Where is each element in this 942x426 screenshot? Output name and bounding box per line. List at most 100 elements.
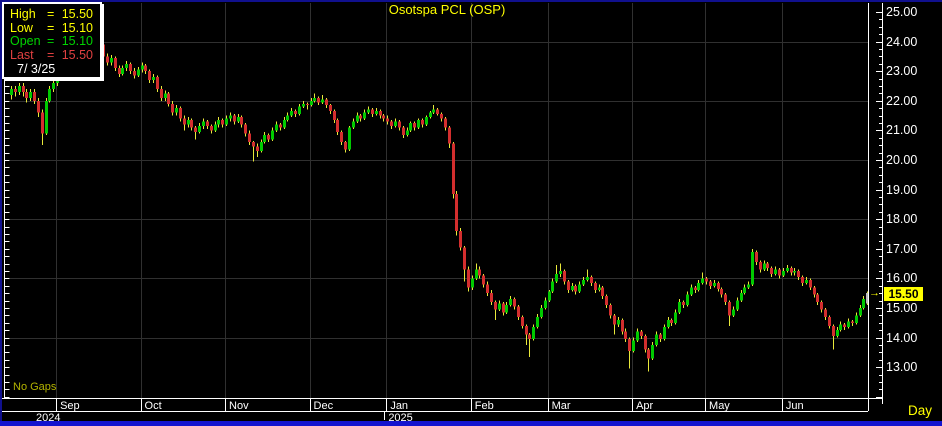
candle-body — [793, 271, 796, 273]
candle-body — [275, 124, 278, 131]
candle-body — [617, 319, 620, 325]
month-label: May — [709, 400, 730, 412]
candle-body — [647, 349, 650, 359]
candle-body — [367, 109, 370, 113]
candle-body — [306, 103, 309, 106]
candlestick-series — [10, 28, 869, 372]
candle-body — [459, 231, 462, 248]
month-label: Feb — [474, 400, 494, 412]
candle-body — [628, 339, 631, 351]
candle-body — [206, 121, 209, 126]
candle-body — [429, 112, 432, 118]
candle-body — [214, 124, 217, 131]
candle-body — [640, 331, 643, 337]
candle-body — [406, 130, 409, 135]
info-row-label: Low — [10, 20, 33, 35]
candle-body — [45, 100, 48, 134]
candle-body — [340, 131, 343, 143]
candle-body — [544, 300, 547, 308]
candle-body — [260, 142, 263, 152]
candle-body — [375, 111, 378, 115]
candle-body — [10, 88, 13, 95]
candle-body — [694, 287, 697, 291]
candle-body — [348, 127, 351, 150]
candle-body — [363, 112, 366, 119]
candle-body — [48, 88, 51, 101]
candle-body — [598, 287, 601, 291]
candle-body — [674, 312, 677, 323]
candle-body — [747, 284, 750, 288]
candle-body — [33, 91, 36, 101]
candle-body — [402, 127, 405, 135]
candle-body — [413, 123, 416, 128]
candle-body — [202, 121, 205, 126]
candle-body — [175, 108, 178, 113]
candle-body — [559, 271, 562, 274]
info-row-value: 15.10 — [61, 34, 93, 48]
candle-body — [198, 125, 201, 132]
candle-body — [563, 271, 566, 282]
candle-body — [263, 134, 266, 143]
candle-body — [709, 281, 712, 286]
candle-body — [736, 300, 739, 310]
candle-body — [229, 115, 232, 119]
month-label: Oct — [144, 400, 162, 412]
equals-sign: = — [47, 7, 55, 21]
candle-body — [813, 287, 816, 295]
candle-body — [586, 276, 589, 280]
candle-body — [766, 263, 769, 269]
candle-body — [244, 124, 247, 134]
price-axis-label: 21.00 — [886, 123, 918, 138]
candle-body — [705, 278, 708, 282]
candle-body — [509, 299, 512, 306]
candle-body — [283, 120, 286, 128]
candle-body — [632, 340, 635, 351]
candle-body — [240, 117, 243, 125]
candle-body — [790, 268, 793, 273]
candle-body — [578, 284, 581, 292]
candle-body — [517, 306, 520, 317]
candle-body — [37, 100, 40, 113]
candle-body — [521, 316, 524, 326]
candle-body — [106, 56, 109, 63]
no-gaps-label: No Gaps — [13, 381, 57, 393]
candle-body — [448, 127, 451, 144]
candle-body — [41, 112, 44, 134]
candle-body — [444, 118, 447, 128]
candle-body — [651, 345, 654, 359]
candle-body — [148, 71, 151, 81]
candle-body — [862, 299, 865, 308]
info-row-open: Open = 15.10 — [10, 34, 95, 49]
candle-body — [417, 120, 420, 128]
candle-body — [828, 316, 831, 326]
candle-body — [667, 319, 670, 328]
price-axis-label: 20.00 — [886, 153, 918, 167]
price-axis-label: 16.00 — [886, 271, 918, 286]
candle-body — [751, 251, 754, 285]
candle-body — [605, 296, 608, 306]
candle-body — [567, 281, 570, 291]
candle-body — [298, 106, 301, 115]
candle-body — [548, 291, 551, 301]
timeframe-label[interactable]: Day — [907, 403, 932, 418]
candle-body — [471, 278, 474, 288]
candle-body — [720, 288, 723, 295]
candle-body — [237, 117, 240, 122]
axes — [0, 3, 883, 420]
candle-body — [110, 57, 113, 63]
candle-body — [809, 279, 812, 288]
price-axis-label: 24.00 — [886, 34, 918, 49]
candle-body — [839, 324, 842, 331]
month-label: Nov — [229, 400, 249, 412]
candle-body — [490, 293, 493, 303]
price-axis-label: 22.00 — [886, 93, 918, 108]
candle-body — [786, 268, 789, 271]
candle-body — [555, 273, 558, 282]
candle-body — [129, 63, 132, 72]
candle-body — [582, 279, 585, 285]
candle-body — [601, 287, 604, 297]
candle-body — [571, 285, 574, 291]
candle-body — [678, 302, 681, 313]
candle-body — [171, 103, 174, 113]
